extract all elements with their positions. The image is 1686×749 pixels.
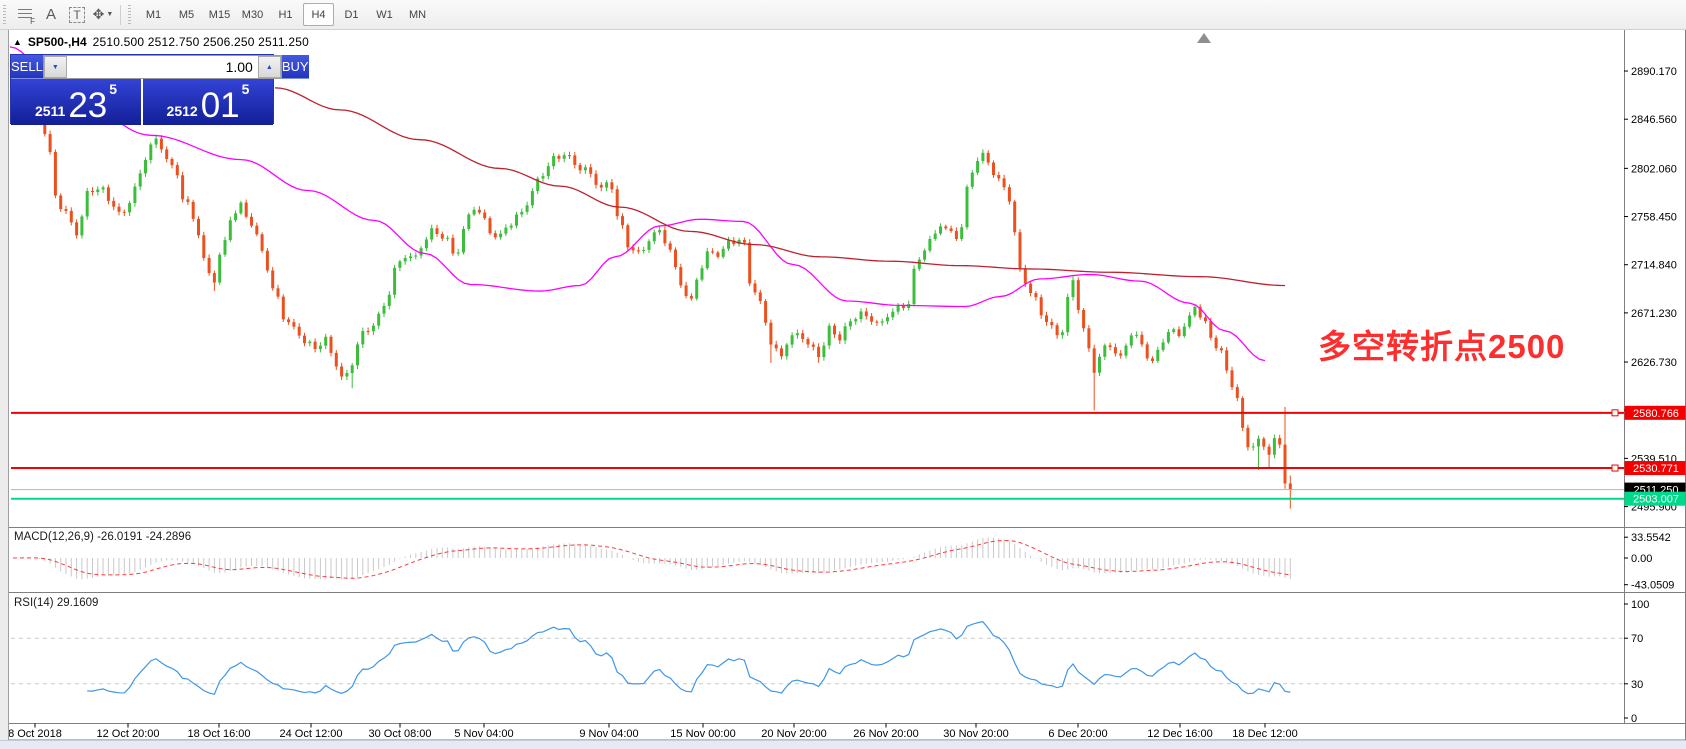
svg-text:24 Oct 12:00: 24 Oct 12:00	[280, 728, 343, 740]
fibonacci-icon[interactable]: F	[13, 4, 37, 26]
sell-price-prefix: 2511	[34, 103, 66, 119]
svg-text:12 Oct 20:00: 12 Oct 20:00	[97, 728, 160, 740]
chart-header: ▲ SP500-,H4 2510.500 2512.750 2506.250 2…	[13, 35, 309, 49]
svg-text:0.00: 0.00	[1631, 553, 1652, 565]
svg-text:2758.450: 2758.450	[1631, 212, 1677, 224]
tf-button-m15[interactable]: M15	[208, 8, 231, 21]
svg-text:18 Dec 12:00: 18 Dec 12:00	[1232, 728, 1297, 740]
svg-text:2846.560: 2846.560	[1631, 114, 1677, 126]
macd-values: -26.0191 -24.2896	[97, 531, 192, 543]
svg-text:2530.771: 2530.771	[1633, 463, 1679, 475]
tf-button-d1[interactable]: D1	[344, 8, 359, 21]
volume-increase-button[interactable]: ▲	[257, 56, 281, 78]
svg-text:0: 0	[1631, 713, 1637, 725]
rsi-line	[87, 621, 1291, 695]
tf-button-m30[interactable]: M30	[241, 8, 264, 21]
volume-input[interactable]	[66, 56, 258, 78]
svg-text:33.5542: 33.5542	[1631, 532, 1671, 544]
text-box-icon[interactable]: T	[65, 4, 89, 26]
svg-text:2802.060: 2802.060	[1631, 163, 1677, 175]
window-left-frame	[0, 29, 9, 748]
volume-decrease-button[interactable]: ▼	[43, 56, 67, 78]
symbol-triangle-icon: ▲	[13, 37, 22, 47]
buy-price-sup: 5	[241, 81, 250, 97]
chart-annotation-text: 多空转折点2500	[1318, 328, 1566, 365]
tf-button-w1[interactable]: W1	[376, 8, 393, 21]
svg-text:12 Dec 16:00: 12 Dec 16:00	[1147, 728, 1212, 740]
tf-button-mn[interactable]: MN	[408, 8, 427, 21]
rsi-value: 29.1609	[56, 597, 99, 609]
macd-pane: 33.5542 0.00 -43.0509	[12, 532, 1674, 592]
time-axis: 8 Oct 2018 12 Oct 20:00 18 Oct 16:00 24 Oct…	[8, 723, 1298, 740]
volume-stepper: ▼ ▲	[42, 55, 282, 79]
text-label-icon[interactable]: A	[45, 6, 56, 23]
one-click-trading-panel: SELL ▼ ▲ BUY 2511 23 5 2512 01 5	[10, 54, 309, 125]
svg-text:8 Oct 2018: 8 Oct 2018	[8, 728, 62, 740]
svg-text:5 Nov 04:00: 5 Nov 04:00	[454, 728, 513, 740]
tf-button-h4[interactable]: H4	[303, 3, 334, 26]
svg-text:2890.170: 2890.170	[1631, 66, 1677, 78]
svg-text:6 Dec 20:00: 6 Dec 20:00	[1048, 728, 1107, 740]
candles	[11, 70, 1292, 509]
buy-price-prefix: 2512	[166, 103, 198, 119]
hline-handle[interactable]	[1611, 464, 1619, 472]
sell-price-box[interactable]: 2511 23 5	[11, 79, 141, 125]
tf-button-m5[interactable]: M5	[178, 8, 195, 21]
status-bar	[0, 740, 1686, 749]
toolbar-grip-2	[127, 4, 134, 25]
chevron-down-icon: ▼	[106, 11, 114, 18]
tf-button-m1[interactable]: M1	[145, 8, 162, 21]
macd-signal-line	[12, 540, 1291, 579]
svg-text:2503.007: 2503.007	[1633, 494, 1679, 506]
sell-price-main: 23	[68, 86, 108, 125]
timeframe-buttons: M1 M5 M15 M30 H1 H4 D1 W1 MN	[137, 3, 434, 26]
buy-button[interactable]: BUY	[281, 55, 309, 79]
fibonacci-f-glyph: F	[30, 16, 35, 26]
ma-slow	[274, 87, 1286, 287]
toolbar-separator	[120, 4, 121, 25]
svg-text:18 Oct 16:00: 18 Oct 16:00	[188, 728, 251, 740]
rsi-title: RSI(14)	[14, 597, 54, 609]
sell-price-sup: 5	[109, 81, 118, 97]
svg-text:15 Nov 00:00: 15 Nov 00:00	[670, 728, 735, 740]
buy-price-box[interactable]: 2512 01 5	[143, 79, 273, 125]
ohlc-values: 2510.500 2512.750 2506.250 2511.250	[92, 35, 309, 49]
svg-text:-43.0509: -43.0509	[1631, 580, 1674, 592]
toolbar-grip	[2, 4, 9, 25]
svg-text:70: 70	[1631, 633, 1643, 645]
sell-button[interactable]: SELL	[11, 55, 43, 79]
hline-handle[interactable]	[1611, 409, 1619, 417]
svg-text:30 Oct 08:00: 30 Oct 08:00	[369, 728, 432, 740]
svg-text:2626.730: 2626.730	[1631, 357, 1677, 369]
symbol-timeframe-label: SP500-,H4	[27, 35, 87, 49]
rsi-pane: 100 70 30 0	[11, 599, 1649, 725]
macd-label: MACD(12,26,9) -26.0191 -24.2896	[14, 531, 191, 543]
svg-text:20 Nov 20:00: 20 Nov 20:00	[761, 728, 826, 740]
ma-fast	[9, 46, 1266, 362]
svg-text:30: 30	[1631, 679, 1643, 691]
scroll-to-end-marker-icon[interactable]	[1197, 33, 1211, 43]
buy-price-main: 01	[200, 86, 240, 125]
svg-text:2671.230: 2671.230	[1631, 308, 1677, 320]
svg-text:2580.766: 2580.766	[1633, 408, 1679, 420]
tf-button-h1[interactable]: H1	[278, 8, 293, 21]
svg-text:30 Nov 20:00: 30 Nov 20:00	[943, 728, 1008, 740]
toolbar: F A T ✥ ▼ M1 M5 M15 M30 H1 H4 D1 W1 MN	[0, 0, 1686, 30]
svg-text:9 Nov 04:00: 9 Nov 04:00	[579, 728, 638, 740]
svg-text:2714.840: 2714.840	[1631, 260, 1677, 272]
fibonacci-lines-glyph	[18, 8, 32, 21]
svg-text:26 Nov 20:00: 26 Nov 20:00	[853, 728, 918, 740]
arrows-tool-icon[interactable]: ✥ ▼	[92, 6, 114, 22]
svg-text:100: 100	[1631, 599, 1649, 611]
rsi-label: RSI(14) 29.1609	[14, 597, 98, 609]
macd-title: MACD(12,26,9)	[14, 531, 94, 543]
